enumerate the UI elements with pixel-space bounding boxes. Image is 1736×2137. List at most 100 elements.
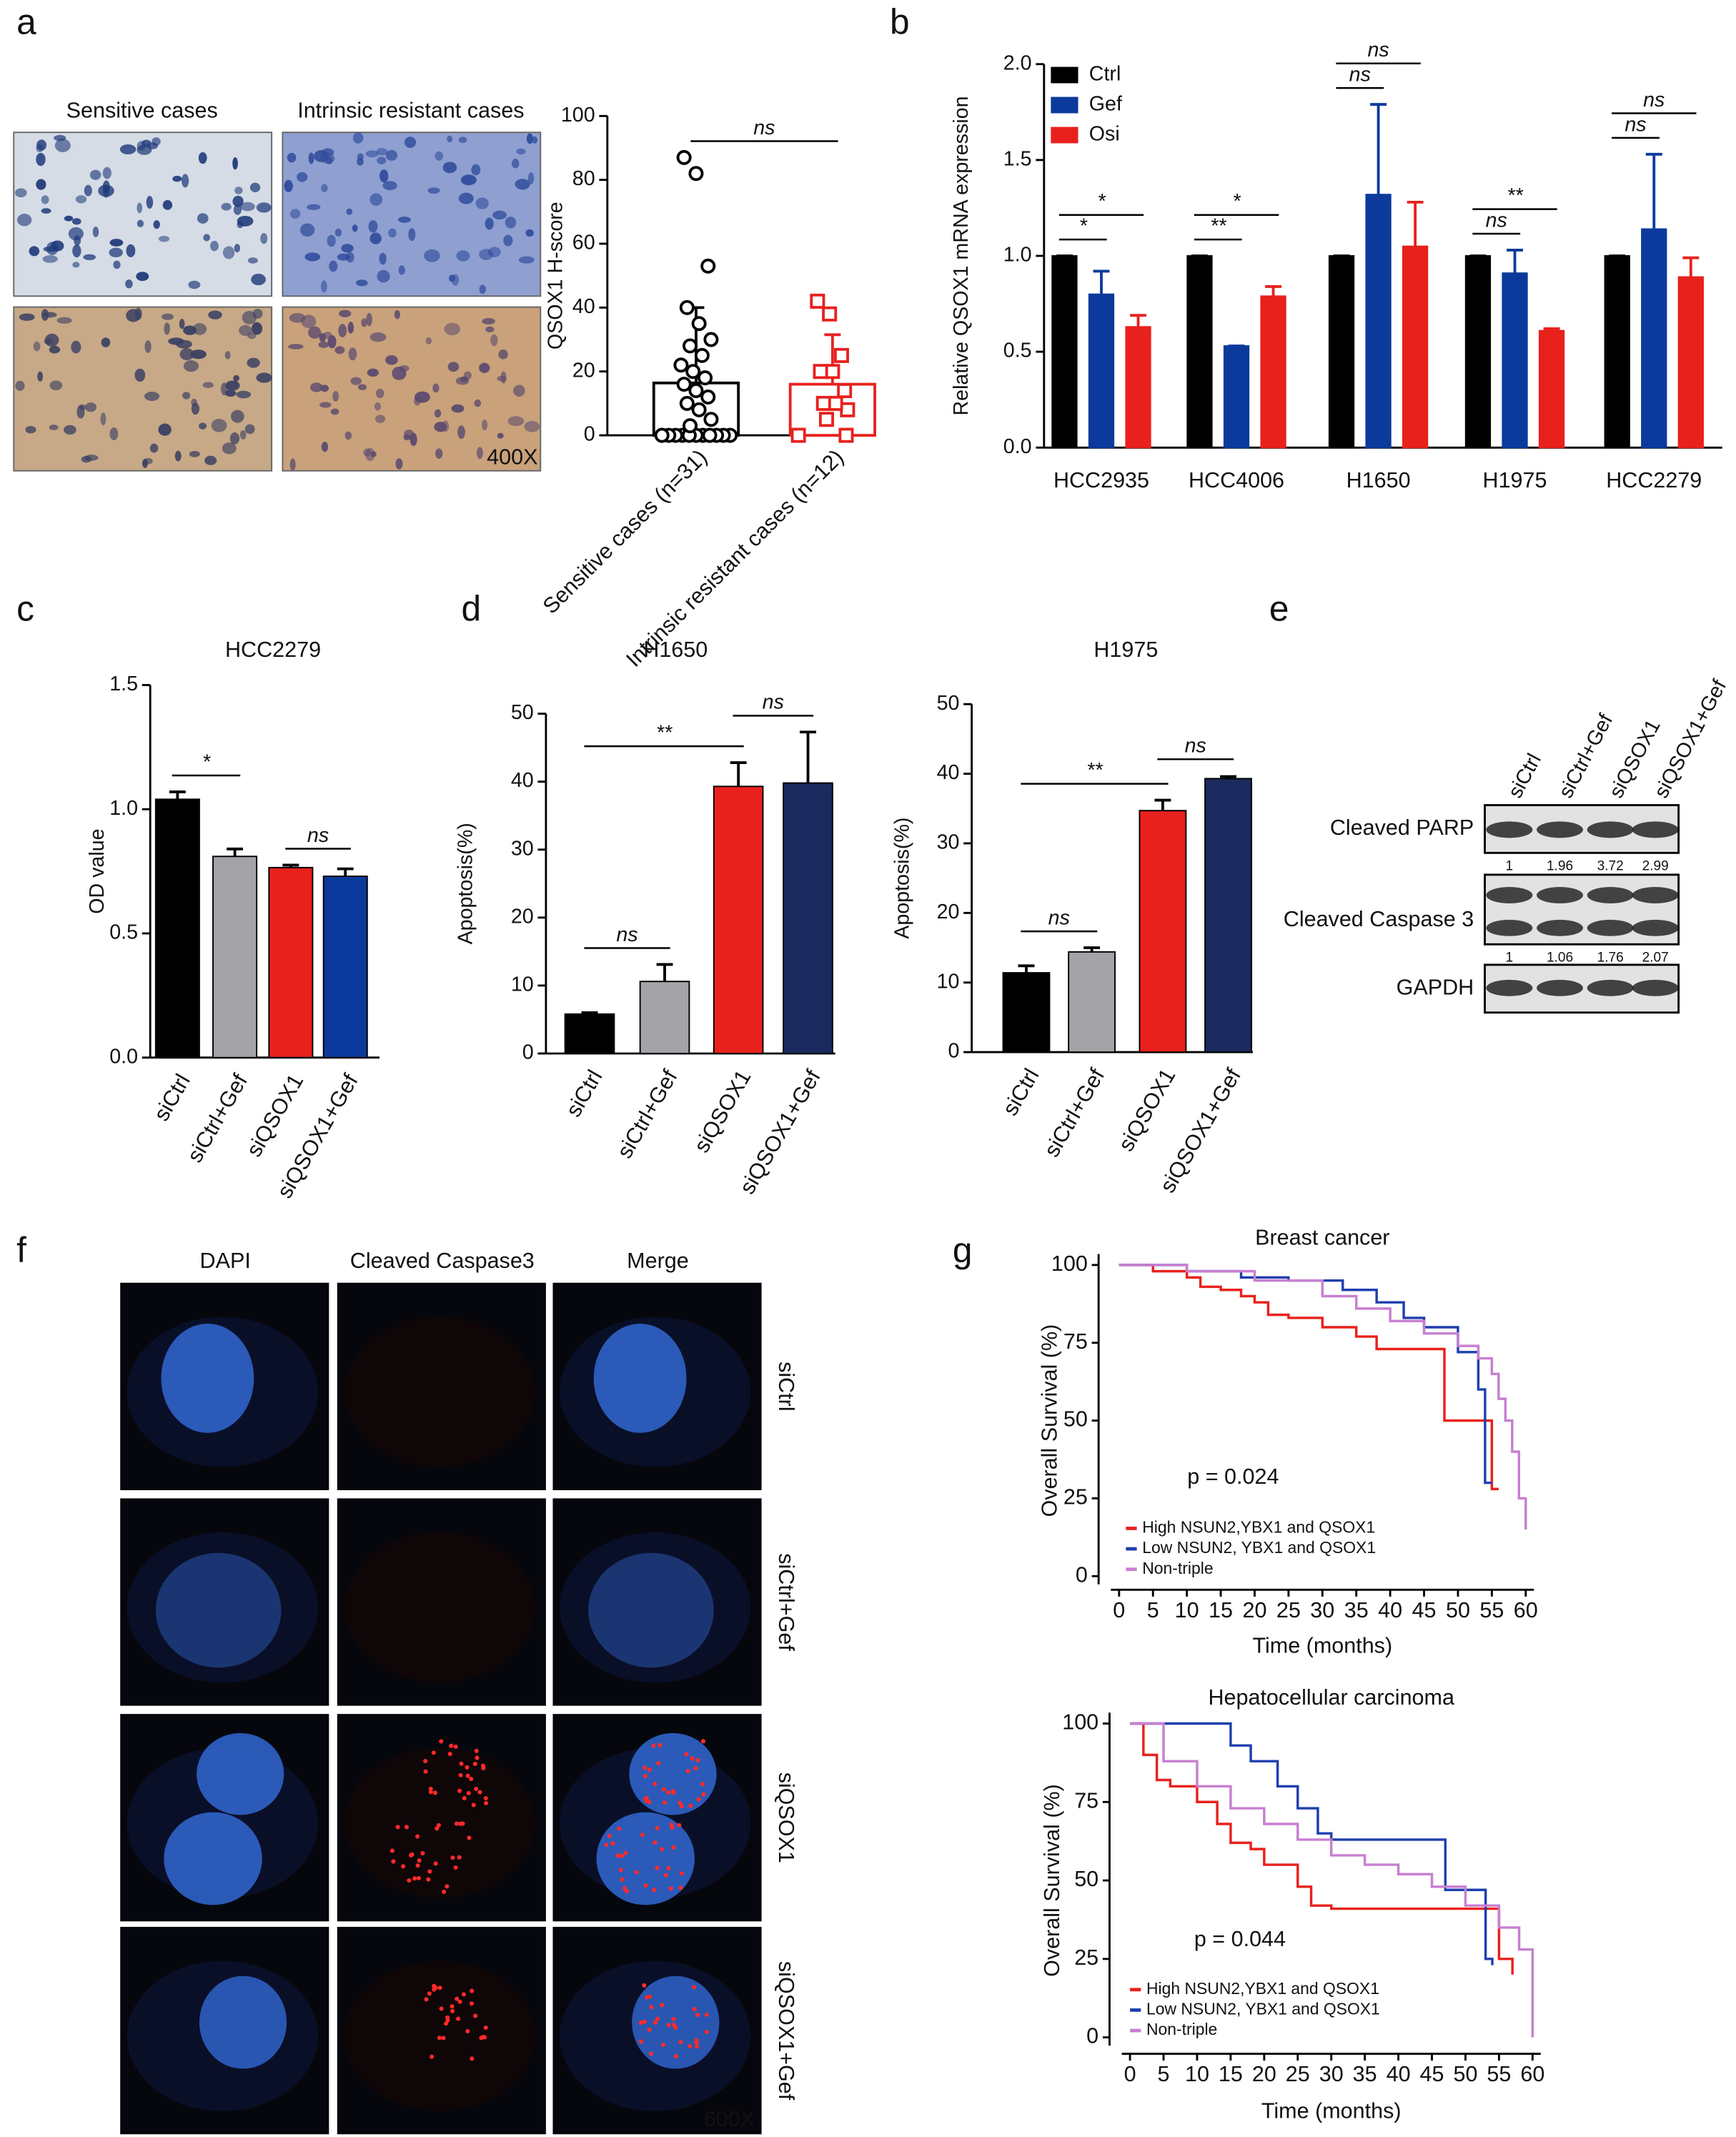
x-tick-label: 60 bbox=[1520, 2062, 1544, 2086]
cell bbox=[233, 375, 239, 382]
data-point bbox=[676, 149, 692, 165]
blot-band bbox=[1587, 979, 1634, 996]
caspase-dot bbox=[695, 2013, 700, 2018]
y-tick-label: 0.0 bbox=[109, 1045, 138, 1068]
caspase-dot bbox=[673, 2054, 678, 2059]
cell bbox=[404, 137, 417, 148]
y-tick-label: 10 bbox=[511, 973, 534, 996]
caspase-dot bbox=[661, 1787, 666, 1792]
caspase-dot bbox=[679, 1804, 684, 1809]
cell bbox=[357, 384, 367, 390]
cell bbox=[179, 348, 194, 361]
x-tick-label: 0 bbox=[1113, 1598, 1125, 1622]
significance-label: ** bbox=[1507, 184, 1523, 207]
caspase-dot bbox=[663, 1873, 668, 1878]
legend-label: Non-triple bbox=[1142, 1559, 1213, 1577]
blot-band bbox=[1537, 821, 1583, 838]
blot-band bbox=[1632, 887, 1679, 903]
cell bbox=[183, 360, 199, 372]
cell bbox=[136, 272, 149, 282]
cell bbox=[36, 153, 46, 167]
significance-label: ns bbox=[1367, 39, 1389, 61]
caspase-dot bbox=[426, 1877, 431, 1882]
nucleus bbox=[596, 1812, 695, 1905]
cell bbox=[15, 380, 25, 391]
y-tick-label: 0 bbox=[1086, 2024, 1098, 2048]
x-tick-label: 15 bbox=[1209, 1598, 1233, 1622]
cell bbox=[231, 410, 244, 423]
bar bbox=[1223, 345, 1250, 449]
caspase-dot bbox=[672, 2023, 677, 2028]
blot-band bbox=[1632, 979, 1679, 996]
cell bbox=[434, 409, 442, 418]
cell bbox=[456, 250, 470, 262]
caspase-dot bbox=[700, 1782, 705, 1787]
x-tick-label: HCC2279 bbox=[1606, 468, 1702, 492]
cell bbox=[33, 341, 41, 352]
caspase-dot bbox=[436, 1823, 441, 1828]
cell bbox=[144, 340, 152, 353]
cell-body bbox=[344, 1532, 535, 1683]
if-row-label: siCtrl+Gef bbox=[774, 1553, 798, 1651]
caspase-dot bbox=[648, 2051, 653, 2056]
data-point bbox=[673, 357, 689, 373]
x-tick-label: 30 bbox=[1319, 2062, 1344, 2086]
x-tick-label: 40 bbox=[1387, 2062, 1411, 2086]
significance-label: ** bbox=[656, 722, 673, 745]
x-tick-label: 35 bbox=[1353, 2062, 1377, 2086]
caspase-dot bbox=[455, 1996, 460, 2001]
y-tick-label: 40 bbox=[937, 761, 960, 784]
lane-label: siQSOX1+Gef bbox=[1650, 676, 1731, 802]
y-tick-label: 0 bbox=[522, 1041, 534, 1064]
cell bbox=[526, 133, 533, 144]
caspase-dot bbox=[395, 1825, 400, 1830]
if-row-label: siCtrl bbox=[774, 1362, 798, 1412]
data-point bbox=[691, 316, 707, 332]
y-tick-label: 20 bbox=[937, 901, 960, 923]
cell bbox=[457, 425, 465, 440]
cell bbox=[211, 419, 227, 432]
cell bbox=[482, 317, 495, 324]
cell bbox=[321, 184, 328, 192]
cell bbox=[370, 451, 377, 457]
caspase-dot bbox=[482, 2035, 487, 2040]
cell bbox=[505, 217, 517, 229]
y-axis-label: Relative QSOX1 mRNA expression bbox=[950, 96, 973, 415]
caspase-dot bbox=[619, 1853, 624, 1858]
y-tick-label: 0 bbox=[584, 423, 595, 446]
data-point bbox=[703, 332, 719, 347]
chart-title: Hepatocellular carcinoma bbox=[1208, 1685, 1454, 1710]
y-tick-label: 20 bbox=[572, 359, 595, 382]
bar bbox=[154, 798, 200, 1058]
data-point bbox=[676, 377, 692, 392]
annotation: p = 0.024 bbox=[1187, 1464, 1279, 1489]
cell bbox=[16, 214, 32, 227]
cell bbox=[348, 347, 357, 361]
cell bbox=[375, 388, 385, 399]
significance-label: ns bbox=[307, 824, 329, 847]
cell bbox=[15, 188, 27, 198]
y-tick-label: 80 bbox=[572, 167, 595, 190]
cell bbox=[44, 333, 59, 347]
cell bbox=[475, 197, 489, 209]
cell bbox=[471, 164, 481, 176]
cell bbox=[149, 443, 159, 453]
y-tick-label: 1.5 bbox=[1003, 147, 1032, 170]
cell bbox=[479, 284, 486, 294]
bar bbox=[1464, 255, 1492, 449]
cell bbox=[308, 326, 322, 339]
cell bbox=[388, 228, 397, 238]
legend-label: Non-triple bbox=[1146, 2020, 1217, 2038]
x-tick-label: siQSOX1 bbox=[690, 1066, 756, 1156]
significance-label: * bbox=[1079, 214, 1088, 237]
data-point bbox=[703, 412, 719, 427]
nucleus bbox=[199, 1975, 287, 2069]
caspase-dot bbox=[415, 1863, 420, 1868]
caspase-dot bbox=[666, 2023, 671, 2028]
cell bbox=[460, 174, 477, 186]
blot-quantification: 2.07 bbox=[1642, 950, 1669, 965]
blot-band bbox=[1587, 919, 1634, 936]
cell bbox=[174, 450, 182, 462]
caspase-dot bbox=[420, 1850, 425, 1856]
cell bbox=[479, 249, 493, 260]
